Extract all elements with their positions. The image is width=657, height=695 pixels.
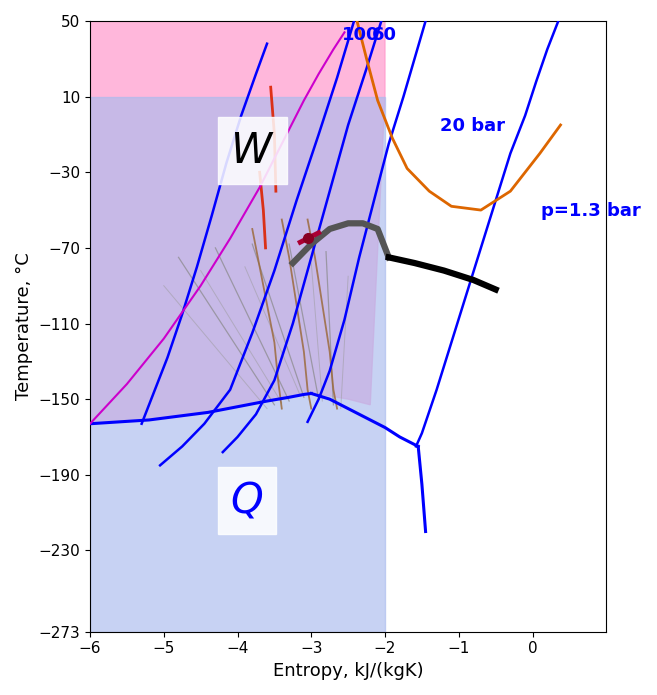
Text: 60: 60: [372, 26, 397, 44]
Text: $Q$: $Q$: [230, 480, 263, 522]
Polygon shape: [90, 21, 385, 424]
Bar: [90, 97, 385, 632]
Text: 100: 100: [342, 26, 380, 44]
X-axis label: Entropy, kJ/(kgK): Entropy, kJ/(kgK): [273, 662, 424, 680]
Text: p=1.3 bar: p=1.3 bar: [541, 202, 641, 220]
Y-axis label: Temperature, °C: Temperature, °C: [15, 252, 33, 400]
Text: 20 bar: 20 bar: [440, 117, 505, 135]
Text: $W$: $W$: [230, 130, 275, 172]
